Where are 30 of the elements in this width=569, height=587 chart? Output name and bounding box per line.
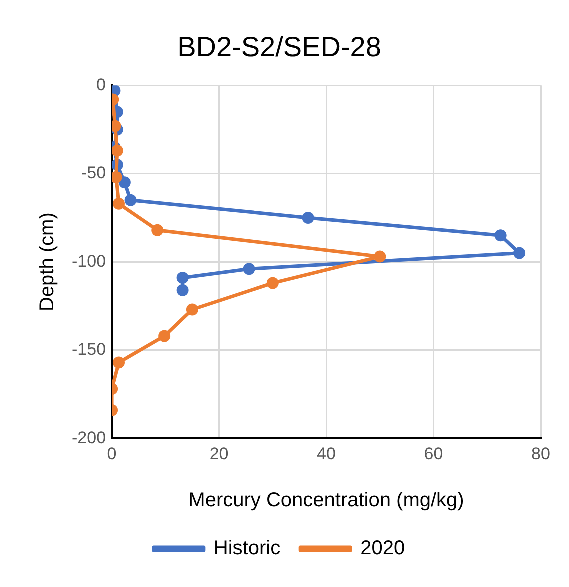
chart-title: BD2-S2/SED-28 (178, 32, 382, 63)
point (514, 247, 526, 260)
legend-label: Historic (214, 538, 281, 560)
y-tick-label: -200 (72, 428, 106, 448)
y-tick-label: 0 (96, 75, 106, 94)
point (176, 272, 189, 284)
x-tick-label: 20 (210, 444, 229, 464)
y-tick-label: -50 (81, 164, 106, 183)
point (186, 304, 198, 316)
point (112, 198, 125, 210)
point (112, 144, 124, 157)
x-tick-label: 40 (317, 444, 336, 464)
x-tick-label: 60 (424, 444, 444, 464)
point (302, 212, 314, 224)
point (243, 263, 256, 276)
point (152, 224, 164, 236)
legend-label: 2020 (360, 538, 406, 560)
point (118, 176, 131, 189)
point (124, 194, 137, 206)
y-tick-label: -100 (72, 252, 106, 271)
x-axis-title: Mercury Concentration (mg/kg) (188, 490, 464, 512)
point (266, 277, 279, 290)
point (158, 330, 171, 342)
y-axis-title: Depth (cm) (36, 212, 59, 312)
point (112, 356, 125, 369)
point (176, 284, 189, 296)
x-tick-label: 80 (532, 444, 550, 464)
y-tick-label: -150 (72, 340, 106, 360)
point (494, 230, 507, 242)
point (374, 250, 386, 263)
